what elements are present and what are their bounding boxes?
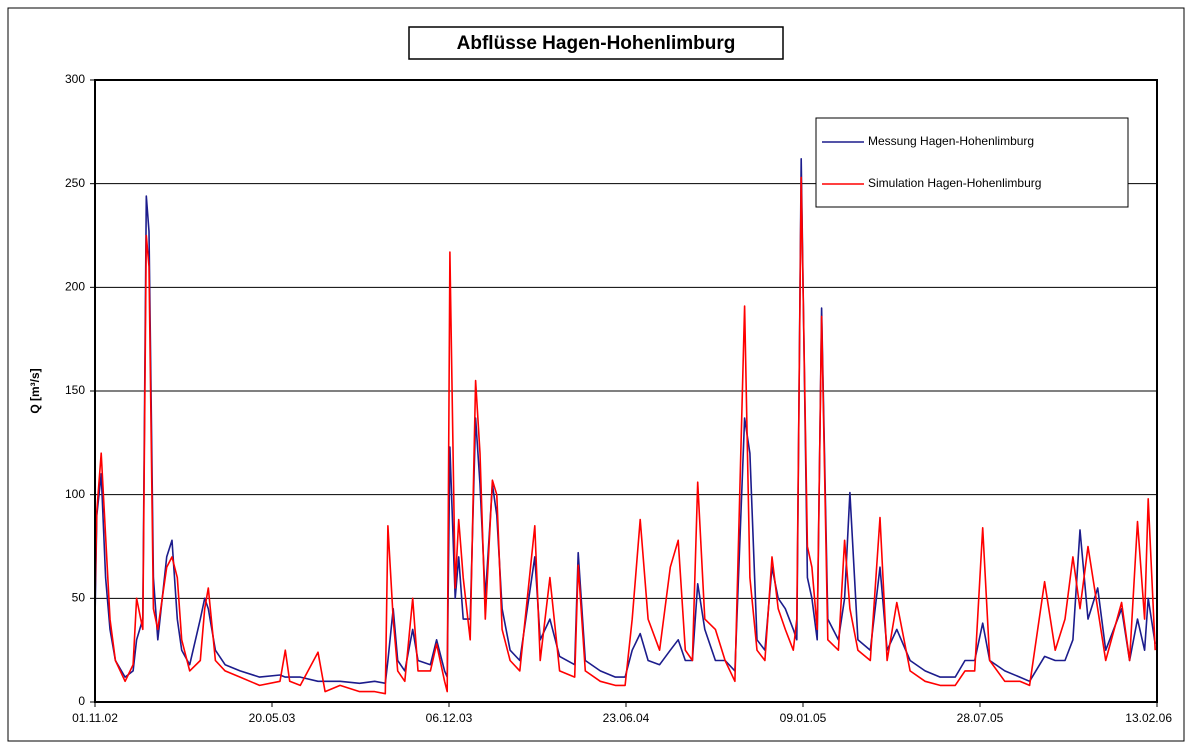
legend-box — [815, 117, 1129, 208]
legend-label: Messung Hagen-Hohenlimburg — [868, 134, 1034, 148]
y-tick-label: 150 — [65, 383, 85, 397]
legend-label: Simulation Hagen-Hohenlimburg — [868, 176, 1041, 190]
y-tick-label: 0 — [78, 694, 85, 708]
x-tick-label: 28.07.05 — [957, 711, 1004, 725]
y-axis-label: Q [m³/s] — [28, 368, 42, 413]
x-tick-label: 13.02.06 — [1125, 711, 1172, 725]
y-tick-label: 50 — [72, 591, 86, 605]
x-tick-label: 20.05.03 — [249, 711, 296, 725]
x-tick-label: 06.12.03 — [426, 711, 473, 725]
x-tick-label: 23.06.04 — [603, 711, 650, 725]
y-tick-label: 200 — [65, 280, 85, 294]
tick-labels: 0 50 100 150 200 250 300 01.11.02 20.05.03 06.12.… — [65, 72, 1172, 725]
x-tick-label: 09.01.05 — [780, 711, 827, 725]
y-tick-label: 250 — [65, 176, 85, 190]
legend: Messung Hagen-Hohenlimburg Simulation Hag… — [815, 117, 1129, 208]
series-line — [94, 176, 1156, 695]
title-box — [408, 26, 784, 60]
lines — [94, 158, 1156, 695]
y-tick-label: 300 — [65, 72, 85, 86]
x-tick-label: 01.11.02 — [72, 711, 118, 725]
y-tick-label: 100 — [65, 487, 85, 501]
chart-title: Abflüsse Hagen-Hohenlimburg — [457, 33, 736, 54]
